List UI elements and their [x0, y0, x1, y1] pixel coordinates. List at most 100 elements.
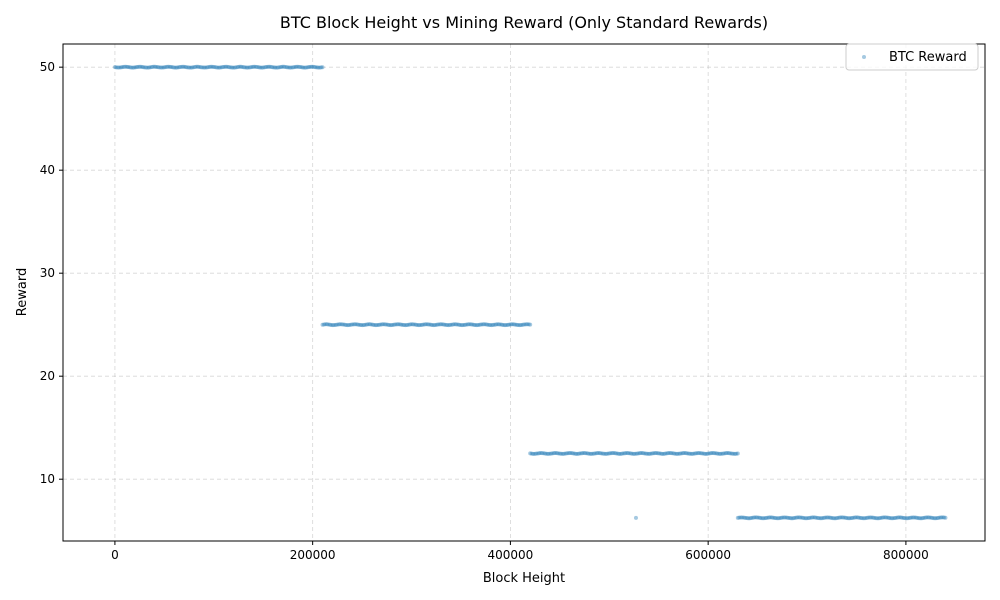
data-point	[522, 322, 527, 327]
data-point	[451, 322, 456, 327]
data-point	[393, 322, 398, 327]
data-point	[916, 516, 921, 521]
data-point	[256, 65, 261, 70]
data-point	[467, 322, 472, 327]
data-point	[369, 322, 374, 327]
data-point	[160, 65, 165, 70]
data-point	[600, 451, 605, 456]
data-point	[384, 322, 389, 327]
data-point	[317, 65, 322, 70]
data-point	[327, 322, 332, 327]
data-point	[228, 65, 233, 70]
data-point	[350, 322, 355, 327]
data-point	[427, 322, 432, 327]
data-point	[612, 451, 617, 456]
data-point	[175, 65, 180, 70]
data-point	[274, 65, 279, 70]
data-point	[144, 65, 149, 70]
data-point	[566, 451, 571, 456]
data-point	[405, 322, 410, 327]
x-tick-label: 0	[111, 548, 119, 562]
data-point	[580, 451, 585, 456]
data-point	[795, 515, 800, 520]
data-point	[385, 322, 390, 327]
data-point	[557, 451, 562, 456]
data-point	[820, 516, 825, 521]
data-point	[798, 515, 803, 520]
data-point	[749, 516, 754, 521]
data-point	[139, 64, 144, 69]
data-point	[468, 322, 473, 327]
data-point	[375, 323, 380, 328]
data-point	[335, 322, 340, 327]
data-point	[252, 64, 257, 69]
data-point	[413, 322, 418, 327]
data-point	[692, 451, 697, 456]
data-point	[528, 451, 533, 456]
data-point	[123, 64, 128, 69]
data-point	[663, 451, 668, 456]
data-point	[562, 451, 567, 456]
data-point	[729, 451, 734, 456]
data-point	[446, 323, 451, 328]
data-point	[433, 323, 438, 327]
data-point	[120, 65, 125, 70]
data-point	[568, 451, 573, 456]
data-point	[799, 515, 804, 520]
data-point	[313, 65, 318, 70]
data-point	[928, 515, 933, 520]
data-point	[670, 451, 675, 456]
data-point	[787, 516, 792, 521]
data-point	[494, 322, 499, 327]
data-point	[157, 65, 162, 70]
data-point	[895, 515, 900, 520]
data-point	[418, 323, 423, 328]
data-point	[320, 65, 325, 70]
data-point	[826, 515, 831, 520]
data-point	[234, 65, 239, 70]
data-point	[495, 322, 500, 327]
data-point	[298, 65, 303, 70]
data-point	[190, 65, 195, 70]
data-point	[145, 65, 150, 70]
data-point	[809, 515, 814, 520]
data-point	[588, 451, 593, 456]
data-point	[455, 322, 460, 327]
data-point	[347, 323, 352, 327]
data-point	[939, 515, 943, 520]
data-point	[882, 515, 887, 520]
data-point	[267, 64, 272, 69]
data-point	[212, 65, 217, 70]
data-point	[898, 515, 903, 520]
data-point	[181, 64, 186, 69]
data-point	[152, 64, 157, 69]
data-point	[359, 323, 364, 328]
data-point	[296, 64, 301, 69]
data-point	[520, 322, 525, 327]
data-point	[461, 323, 466, 328]
data-point	[408, 322, 413, 327]
x-tick-label: 600000	[685, 548, 731, 562]
data-point	[906, 516, 911, 521]
data-point	[581, 451, 586, 456]
data-point	[697, 451, 702, 456]
y-axis-label: Reward	[15, 268, 30, 316]
data-point	[194, 64, 199, 69]
data-point	[904, 516, 909, 521]
data-point	[489, 323, 494, 328]
data-point	[397, 322, 402, 327]
data-point	[848, 516, 853, 521]
axis-ticks: 0 200000 400000 600000 800000 10 20 30 40 50	[40, 60, 929, 562]
data-point	[677, 451, 682, 456]
data-point	[286, 65, 291, 70]
data-point	[406, 322, 411, 327]
data-point	[532, 451, 537, 456]
data-point	[488, 323, 493, 328]
data-point	[479, 322, 484, 327]
data-point	[471, 322, 476, 327]
data-point	[921, 516, 926, 521]
data-point	[740, 515, 745, 520]
data-point	[632, 451, 636, 456]
data-point	[710, 451, 715, 456]
data-point	[893, 515, 898, 520]
